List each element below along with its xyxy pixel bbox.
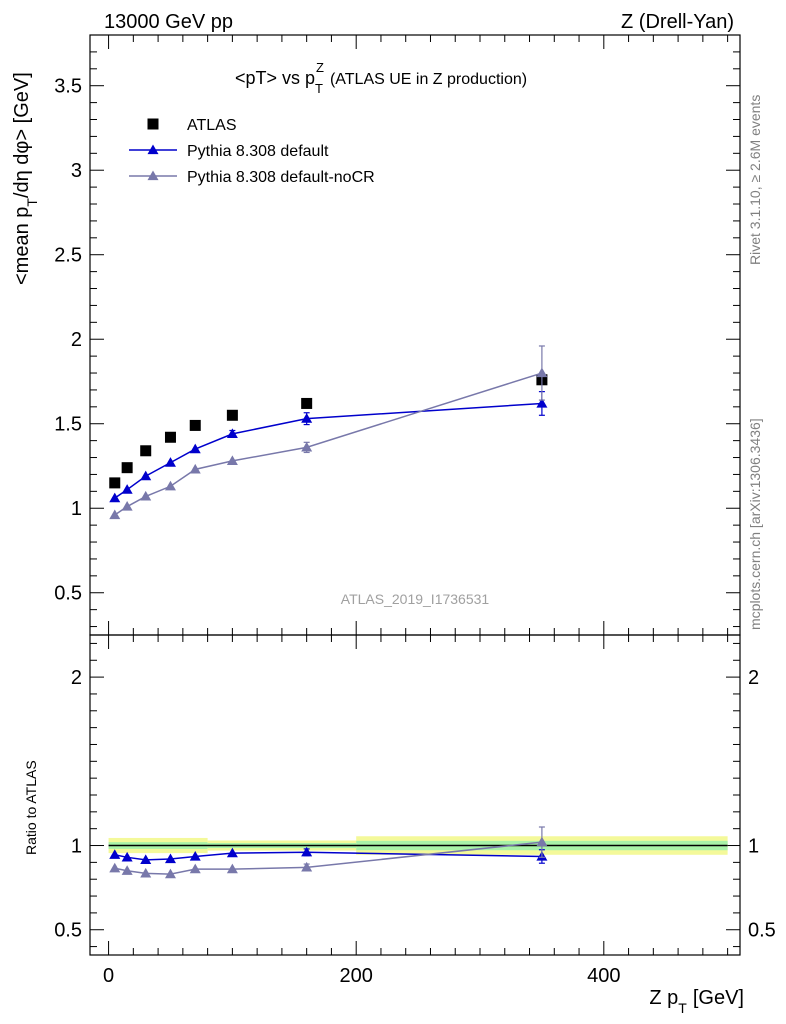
x-tick-label: 200 — [340, 965, 373, 987]
square-marker — [164, 431, 176, 443]
triangle-marker — [164, 480, 176, 491]
ratio-y-axis-label: Ratio to ATLAS — [23, 760, 39, 855]
main-y-axis-label-main: <mean p — [11, 207, 33, 285]
square-marker — [121, 462, 133, 474]
ratio-y-tick-label-left: 2 — [71, 667, 82, 689]
ratio-y-tick-label-left: 1 — [71, 836, 82, 858]
triangle-marker — [536, 367, 548, 378]
triangle-marker — [226, 455, 238, 466]
triangle-marker — [189, 850, 201, 861]
triangle-marker — [301, 861, 313, 872]
triangle-marker — [301, 846, 313, 857]
legend: ATLAS Pythia 8.308 default Pythia 8.308 de… — [129, 117, 375, 186]
main-y-axis-label-rest: /dη dφ> [GeV] — [11, 72, 33, 198]
square-marker — [140, 445, 152, 457]
main-y-tick-label: 3 — [71, 160, 82, 182]
triangle-marker — [140, 854, 152, 864]
triangle-marker — [140, 867, 152, 878]
plot-title-sup: Z — [316, 60, 324, 75]
triangle-marker — [226, 428, 238, 438]
triangle-marker — [226, 847, 238, 858]
triangle-marker — [536, 836, 548, 847]
triangle-marker — [109, 492, 121, 503]
ratio-y-tick-label-left: 0.5 — [54, 920, 82, 942]
triangle-marker — [147, 170, 159, 181]
header-left-label: 13000 GeV pp — [104, 11, 233, 33]
ratio-plot-frame — [89, 634, 741, 956]
main-y-axis-label-sub: T — [24, 198, 40, 207]
main-y-tick-label: 1 — [71, 498, 82, 520]
square-marker — [226, 409, 238, 421]
triangle-marker — [301, 441, 313, 452]
triangle-marker — [109, 862, 121, 873]
plot-title-main: <pT> vs p — [235, 68, 315, 88]
ratio-y-tick-label-right: 1 — [748, 836, 759, 858]
triangle-marker — [536, 397, 548, 408]
triangle-marker — [164, 853, 176, 864]
series-line-1 — [114, 402, 542, 499]
ratio-y-tick-label-right: 2 — [748, 667, 759, 689]
triangle-marker — [121, 484, 133, 494]
triangle-marker — [109, 509, 121, 520]
triangle-marker — [301, 413, 313, 423]
x-axis-label-rest: [GeV] — [693, 987, 744, 1009]
rivet-version-label: Rivet 3.1.10, ≥ 2.6M events — [747, 95, 763, 265]
main-y-tick-label: 3.5 — [54, 76, 82, 98]
square-marker — [301, 397, 313, 409]
x-tick-label: 400 — [587, 965, 620, 987]
plot-title: <pT> vs pTZ (ATLAS UE in Z production) — [235, 60, 527, 96]
square-marker — [147, 118, 159, 130]
x-tick-label: 0 — [103, 965, 114, 987]
triangle-marker — [189, 443, 201, 454]
triangle-marker — [121, 851, 133, 862]
square-marker — [189, 419, 201, 431]
ratio-plot-layer: 0 200 400 0.5 0.5 1 1 2 2 — [54, 634, 776, 987]
plot-title-sub: T — [315, 81, 323, 96]
main-y-tick-label: 0.5 — [54, 583, 82, 605]
series-line-2 — [114, 372, 543, 516]
triangle-marker — [189, 863, 201, 874]
legend-label: ATLAS — [187, 117, 237, 134]
main-y-axis-label: <mean pT/dη dφ> [GeV] — [11, 72, 40, 285]
triangle-marker — [121, 865, 133, 875]
triangle-marker — [226, 863, 238, 874]
triangle-marker — [140, 470, 152, 481]
square-marker — [109, 477, 121, 489]
x-axis-label: Z pT [GeV] — [649, 987, 744, 1016]
main-plot-layer: 0.5 1 1.5 2 2.5 3 3.5 — [54, 34, 741, 636]
triangle-marker — [189, 463, 201, 474]
main-y-tick-label: 2 — [71, 329, 82, 351]
triangle-marker — [164, 868, 176, 879]
main-y-tick-label: 1.5 — [54, 414, 82, 436]
triangle-marker — [121, 501, 133, 511]
triangle-marker — [140, 490, 152, 501]
triangle-marker — [164, 457, 176, 467]
ratio-y-tick-label-right: 0.5 — [748, 920, 776, 942]
triangle-marker — [109, 849, 121, 859]
triangle-marker — [147, 144, 159, 155]
source-label: mcplots.cern.ch [arXiv:1306.3436] — [747, 418, 763, 630]
x-axis-label-sub: T — [678, 1000, 687, 1016]
header-right-label: Z (Drell-Yan) — [621, 11, 734, 33]
main-y-tick-label: 2.5 — [54, 245, 82, 267]
x-axis-label-main: Z p — [649, 987, 678, 1009]
analysis-watermark: ATLAS_2019_I1736531 — [341, 591, 490, 607]
legend-label: Pythia 8.308 default — [187, 143, 329, 160]
legend-label: Pythia 8.308 default-noCR — [187, 169, 375, 186]
plot-title-rest: (ATLAS UE in Z production) — [330, 71, 527, 88]
